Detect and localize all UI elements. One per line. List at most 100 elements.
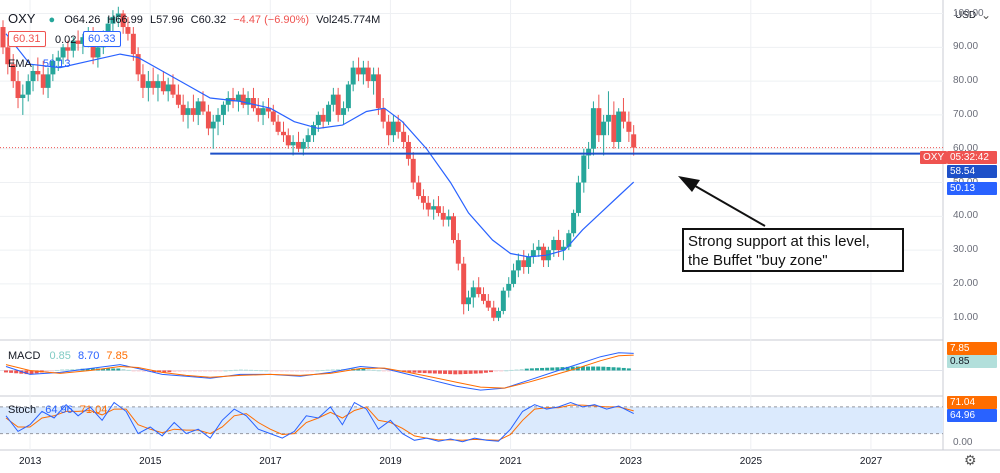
candle-body bbox=[80, 37, 86, 44]
macd-histogram-bar bbox=[448, 370, 453, 375]
macd-histogram-bar bbox=[182, 370, 187, 372]
candle-body bbox=[395, 121, 401, 132]
macd-legend: MACD 0.85 8.70 7.85 bbox=[8, 350, 128, 362]
annotation-callout: Strong support at this level, the Buffet… bbox=[682, 228, 904, 272]
macd-histogram-bar bbox=[284, 370, 289, 372]
macd-histogram-bar bbox=[198, 370, 203, 372]
candle-body bbox=[530, 250, 536, 257]
macd-histogram-bar bbox=[330, 369, 335, 371]
candle-body bbox=[566, 233, 572, 247]
macd-histogram-bar bbox=[289, 370, 294, 372]
macd-histogram-bar bbox=[545, 367, 550, 371]
ema-legend: EMA 50.13 bbox=[8, 58, 70, 70]
candle-body bbox=[195, 101, 201, 115]
candle-body bbox=[255, 108, 261, 115]
candle-body bbox=[210, 121, 216, 129]
macd-histogram-bar bbox=[269, 370, 274, 372]
candle-body bbox=[245, 98, 251, 105]
macd-histogram-bar bbox=[478, 370, 483, 374]
candle-body bbox=[350, 67, 356, 85]
candle-body bbox=[465, 297, 471, 305]
candle-body bbox=[75, 40, 81, 44]
price-tick-label: 60.00 bbox=[953, 142, 979, 154]
macd-histogram-bar bbox=[65, 369, 70, 371]
macd-line bbox=[5, 352, 634, 391]
price-tick-label: 100.00 bbox=[953, 7, 984, 19]
candle-body bbox=[496, 310, 502, 318]
candle-body bbox=[440, 212, 446, 220]
candle-body bbox=[500, 290, 506, 311]
macd-histogram-bar bbox=[131, 370, 136, 372]
macd-histogram-bar bbox=[228, 370, 233, 372]
macd-histogram-bar bbox=[70, 369, 75, 371]
chevron-down-icon[interactable]: ⌄ bbox=[981, 8, 992, 22]
macd-histogram-bar bbox=[300, 370, 305, 372]
macd-histogram-bar bbox=[591, 366, 596, 371]
gear-icon[interactable]: ⚙ bbox=[964, 452, 977, 468]
time-tick-label: 2019 bbox=[379, 456, 402, 467]
candle-body bbox=[150, 81, 156, 88]
candle-body bbox=[380, 108, 386, 122]
candle-body bbox=[25, 81, 31, 95]
candle-body bbox=[560, 246, 566, 251]
macd-histogram-bar bbox=[596, 366, 601, 371]
stoch-d-tag: 71.04 bbox=[947, 396, 997, 409]
macd-label: MACD bbox=[8, 350, 41, 362]
candle-body bbox=[225, 98, 231, 105]
candle-body bbox=[541, 246, 547, 261]
candle-body bbox=[360, 67, 366, 75]
macd-histogram-bar bbox=[386, 370, 391, 372]
time-tick-label: 2025 bbox=[739, 456, 763, 467]
candle-body bbox=[461, 263, 467, 305]
close-value: C60.32 bbox=[190, 14, 227, 26]
candle-body bbox=[0, 27, 6, 48]
macd-histogram-bar bbox=[172, 370, 177, 372]
bid-box[interactable]: 60.31 bbox=[8, 31, 46, 47]
candle-body bbox=[200, 101, 206, 112]
macd-histogram-bar bbox=[136, 370, 141, 372]
macd-histogram-bar bbox=[427, 370, 432, 374]
candle-body bbox=[190, 108, 196, 115]
macd-histogram-bar bbox=[44, 370, 49, 372]
candle-body bbox=[611, 114, 617, 142]
candle-body bbox=[50, 60, 56, 75]
candle-body bbox=[341, 108, 347, 115]
ask-box[interactable]: 60.33 bbox=[83, 31, 121, 47]
candle-body bbox=[481, 294, 487, 301]
annotation-arrowhead bbox=[678, 176, 700, 192]
candle-body bbox=[45, 74, 51, 88]
candle-body bbox=[315, 114, 321, 126]
stoch-k-line bbox=[5, 401, 634, 443]
candle-body bbox=[410, 158, 416, 183]
candle-body bbox=[215, 114, 221, 122]
macd-histogram-bar bbox=[106, 368, 111, 371]
stoch-label: Stoch bbox=[8, 404, 37, 416]
macd-histogram-bar bbox=[601, 366, 606, 371]
candle-body bbox=[420, 196, 426, 203]
price-tick-label: 30.00 bbox=[953, 244, 979, 256]
candle-body bbox=[140, 74, 146, 88]
candle-body bbox=[120, 13, 126, 28]
candle-body bbox=[205, 111, 211, 129]
candle-body bbox=[305, 135, 311, 142]
candle-body bbox=[491, 307, 497, 318]
macd-histogram-bar bbox=[218, 370, 223, 372]
candle-body bbox=[240, 94, 246, 105]
macd-hist-tag: 0.85 bbox=[947, 355, 997, 368]
currency-label[interactable]: USD bbox=[955, 10, 977, 21]
stoch-tick-label: 0.00 bbox=[953, 436, 973, 448]
candle-body bbox=[575, 182, 581, 213]
candle-body bbox=[155, 81, 161, 88]
candle-body bbox=[265, 108, 271, 112]
candle-body bbox=[20, 94, 26, 99]
candle-body bbox=[571, 212, 577, 234]
change-value: −4.47 (−6.90%) bbox=[233, 14, 310, 26]
candle-body bbox=[515, 260, 521, 271]
price-tick-label: 10.00 bbox=[953, 311, 979, 323]
stoch-legend: Stoch 64.96 71.04 bbox=[8, 404, 107, 416]
macd-histogram-bar bbox=[346, 368, 351, 371]
symbol-label[interactable]: OXY bbox=[8, 11, 36, 26]
volume-value: Vol245.774M bbox=[316, 14, 381, 26]
candle-body bbox=[35, 70, 41, 75]
